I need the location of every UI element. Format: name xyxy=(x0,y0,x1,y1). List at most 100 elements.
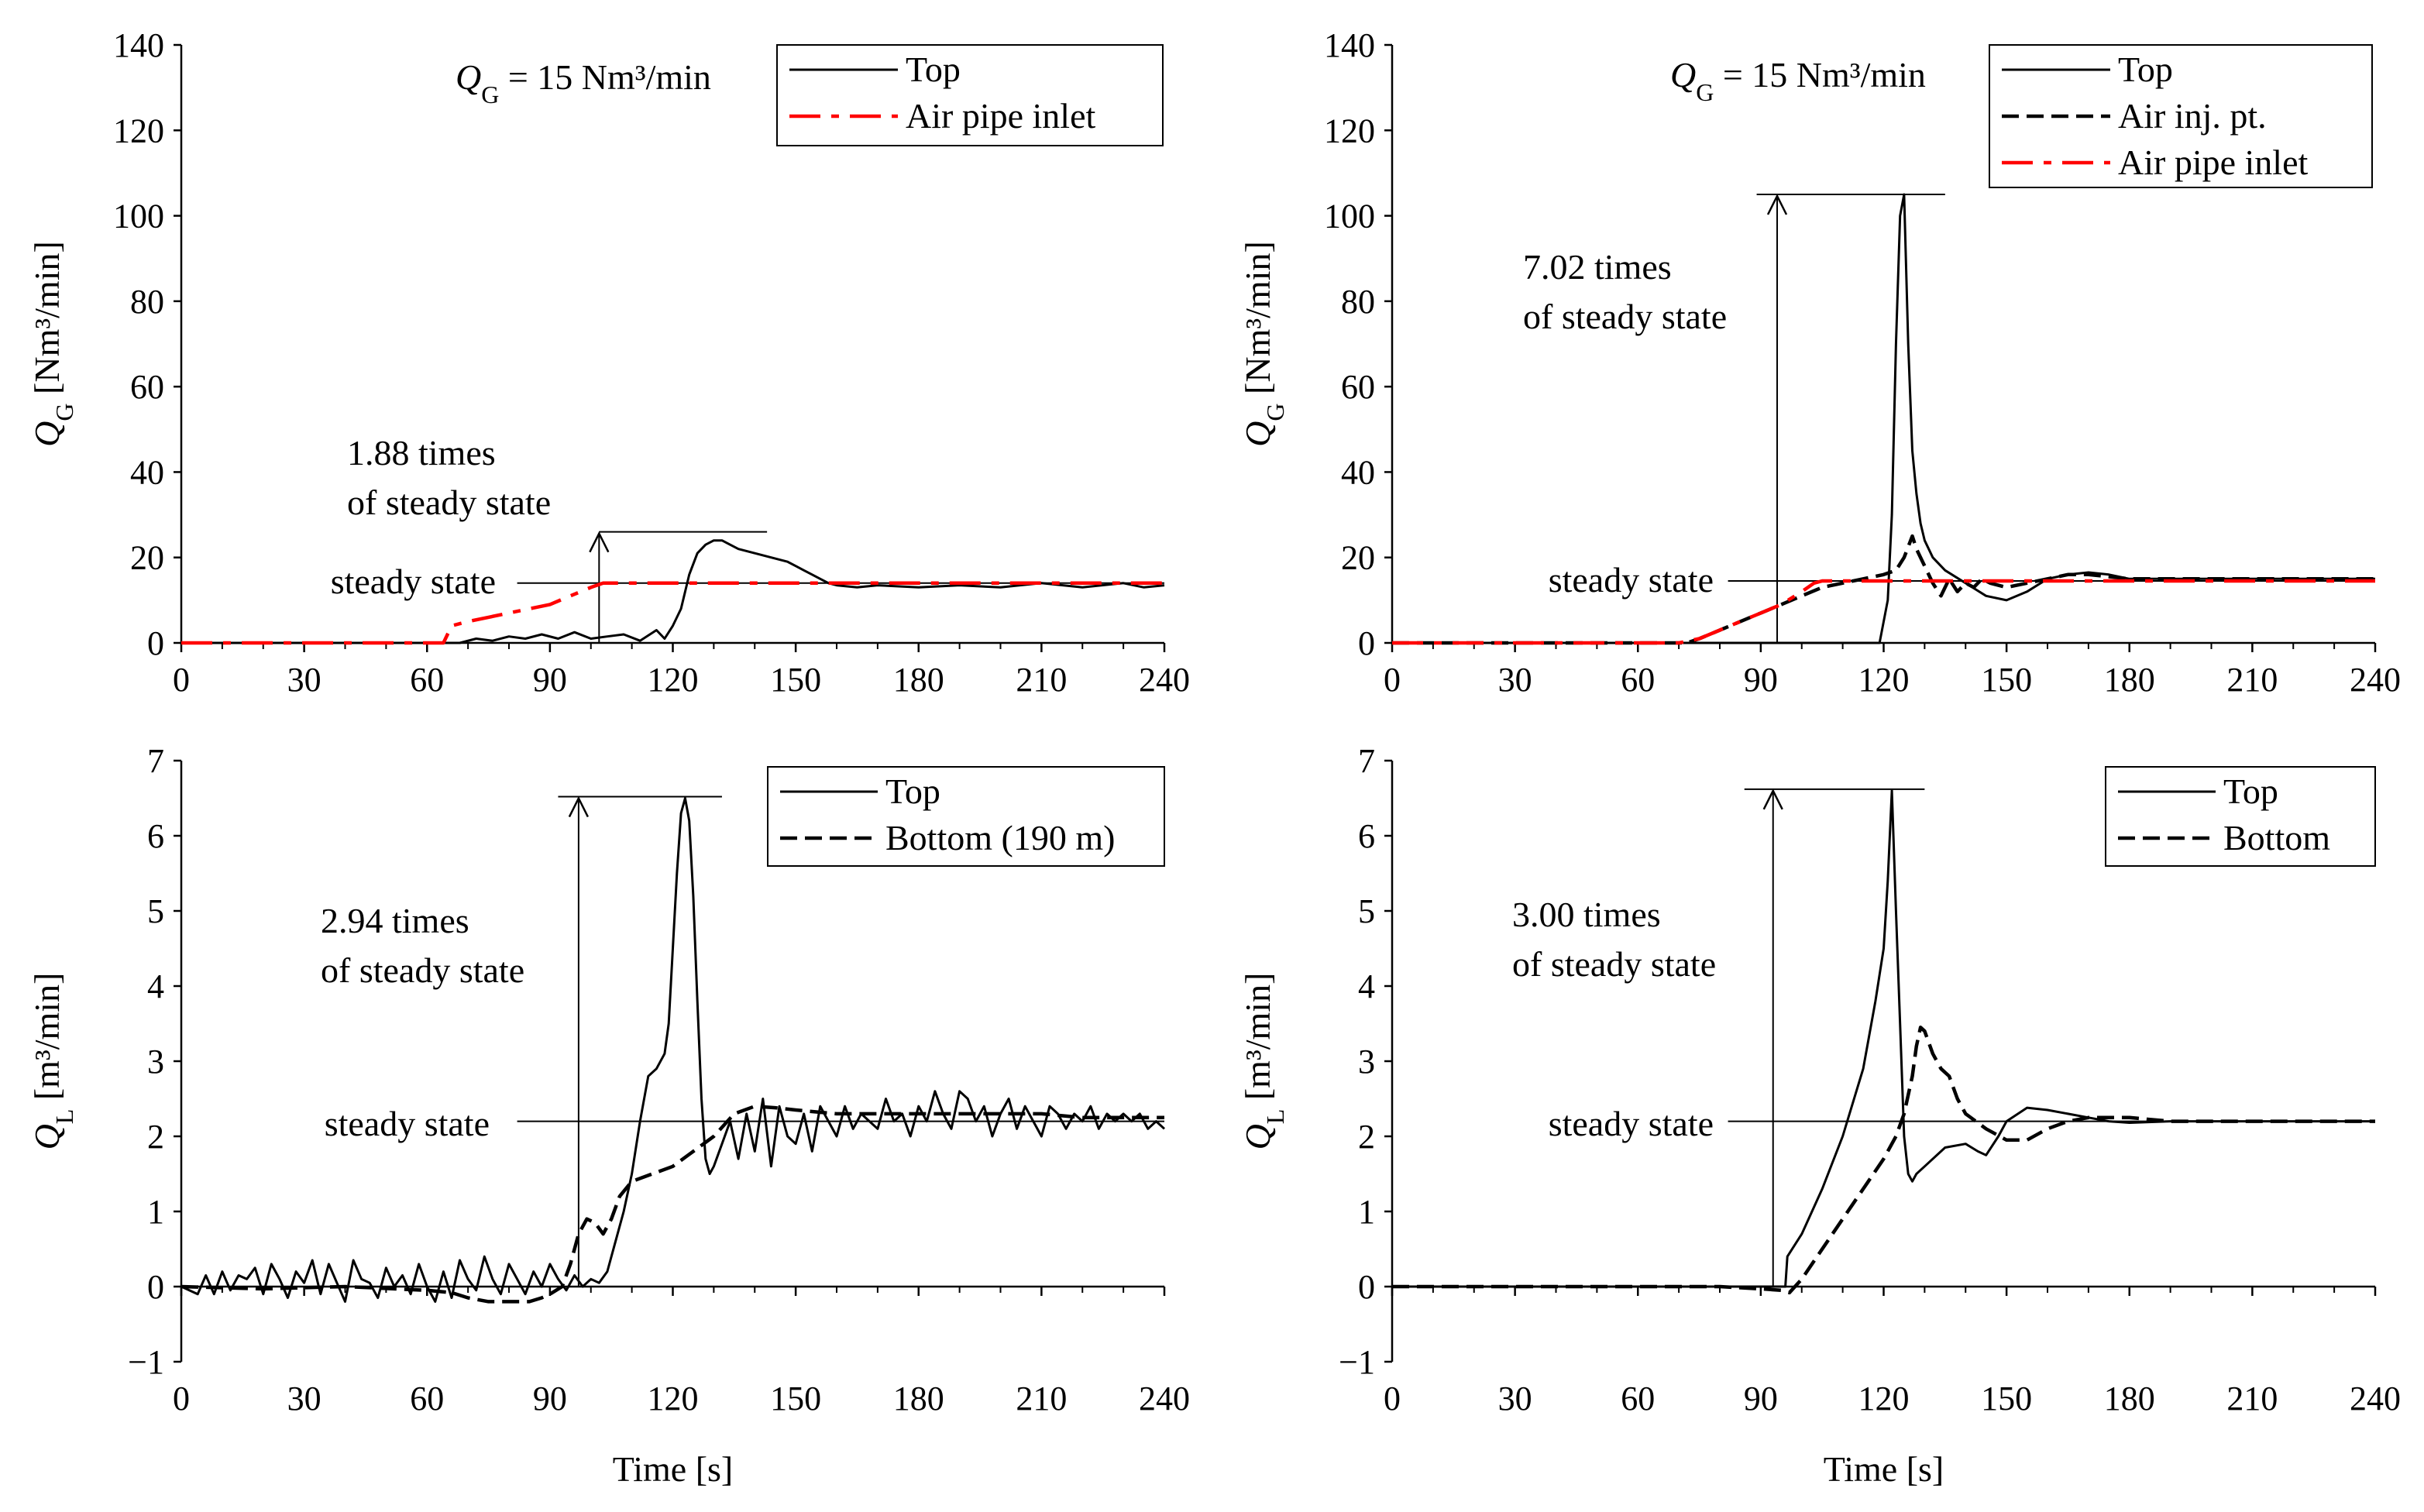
y-tick-label: 3 xyxy=(1358,1043,1375,1081)
annotation-steady-state: steady state xyxy=(1549,1104,1714,1143)
annotation-ratio: 1.88 times xyxy=(347,433,496,472)
y-tick-label: 4 xyxy=(147,967,164,1005)
series-line-top xyxy=(1392,789,2375,1288)
peak-arrow-head xyxy=(568,796,590,818)
x-tick-label: 0 xyxy=(1384,661,1401,699)
condition-subscript: G xyxy=(481,81,499,108)
y-tick-label: 140 xyxy=(1324,26,1375,64)
y-tick-label: 2 xyxy=(147,1118,164,1156)
legend-label: Top xyxy=(2223,771,2278,811)
y-tick-label: −1 xyxy=(128,1343,164,1381)
y-axis-title-subscript: G xyxy=(50,403,78,421)
y-axis-title-unit: [m³/min] xyxy=(27,973,67,1109)
y-tick-label: 100 xyxy=(113,198,164,235)
y-tick-label: 100 xyxy=(1324,198,1375,235)
annotation-ratio: 2.94 times xyxy=(321,901,469,940)
condition-label: QG = 15 Nm³/min xyxy=(1670,55,1926,106)
y-tick-label: 80 xyxy=(1341,283,1375,321)
condition-symbol: Q xyxy=(456,57,481,97)
series-line-top xyxy=(181,539,1165,644)
legend-box xyxy=(2105,766,2376,867)
series-line-bottom-190-m xyxy=(181,1104,1164,1304)
condition-value: = 15 Nm³/min xyxy=(499,57,711,97)
legend-label: Air inj. pt. xyxy=(2118,96,2267,136)
x-tick-label: 150 xyxy=(1981,1380,2032,1418)
series-line-air-pipe-inlet xyxy=(181,581,1164,645)
x-tick-label: 30 xyxy=(1498,661,1532,699)
annotation-ratio-note: of steady state xyxy=(1512,944,1716,984)
y-tick-label: 4 xyxy=(1358,967,1375,1005)
peak-arrow-head xyxy=(589,531,610,553)
condition-symbol: Q xyxy=(1670,55,1696,94)
legend-label: Top xyxy=(885,771,940,811)
y-axis-title: QL [m³/min] xyxy=(1238,973,1289,1150)
series-line-top xyxy=(181,797,1166,1303)
y-tick-label: 60 xyxy=(130,368,164,406)
y-tick-label: 5 xyxy=(1358,892,1375,930)
x-tick-label: 240 xyxy=(2350,1380,2401,1418)
y-axis-title: QL [m³/min] xyxy=(27,973,78,1150)
annotation-ratio-note: of steady state xyxy=(1523,297,1727,336)
y-tick-label: 20 xyxy=(1341,539,1375,577)
legend-box xyxy=(767,766,1165,867)
x-tick-label: 60 xyxy=(1621,661,1655,699)
x-tick-label: 0 xyxy=(173,661,190,699)
x-tick-label: 150 xyxy=(1981,661,2032,699)
y-axis-title-unit: [m³/min] xyxy=(1238,973,1277,1109)
annotation-ratio-note: of steady state xyxy=(321,950,524,990)
series-line-air-inj-pt xyxy=(1392,534,2375,645)
y-axis-title-symbol: Q xyxy=(27,1124,67,1149)
y-tick-label: 3 xyxy=(147,1043,164,1081)
y-tick-label: −1 xyxy=(1339,1343,1375,1381)
y-axis-title-subscript: G xyxy=(1261,403,1289,421)
x-tick-label: 240 xyxy=(1139,1380,1190,1418)
x-tick-label: 120 xyxy=(1858,1380,1910,1418)
annotation-ratio: 7.02 times xyxy=(1523,247,1672,287)
x-tick-label: 90 xyxy=(533,1380,567,1418)
x-tick-label: 150 xyxy=(770,661,821,699)
peak-arrow-head xyxy=(1762,789,1783,810)
y-axis-title-subscript: L xyxy=(1261,1109,1289,1125)
legend: Top Bottom xyxy=(2105,766,2376,867)
legend-box xyxy=(776,44,1164,146)
y-tick-label: 120 xyxy=(1324,112,1375,149)
y-axis-title: QG [Nm³/min] xyxy=(1238,241,1289,447)
y-tick-label: 7 xyxy=(1358,742,1375,780)
x-axis-title: Time [s] xyxy=(1824,1449,1944,1489)
x-tick-label: 60 xyxy=(410,661,444,699)
y-tick-label: 140 xyxy=(113,26,164,64)
legend-label: Top xyxy=(906,50,961,89)
x-tick-label: 90 xyxy=(533,661,567,699)
y-axis-title-subscript: L xyxy=(50,1109,78,1125)
y-tick-label: 40 xyxy=(130,453,164,491)
x-tick-label: 210 xyxy=(2226,661,2278,699)
legend-label: Air pipe inlet xyxy=(2118,143,2308,182)
condition-label: QG = 15 Nm³/min xyxy=(456,57,711,108)
y-axis-title-unit: [Nm³/min] xyxy=(27,241,67,403)
x-tick-label: 210 xyxy=(1016,661,1067,699)
annotation-steady-state: steady state xyxy=(325,1104,490,1143)
x-tick-label: 30 xyxy=(1498,1380,1532,1418)
y-axis-title-symbol: Q xyxy=(27,421,67,447)
annotation-ratio: 3.00 times xyxy=(1512,895,1661,934)
peak-arrow-head xyxy=(1766,194,1788,215)
y-axis-title-symbol: Q xyxy=(1238,1124,1277,1149)
y-tick-label: 0 xyxy=(147,1268,164,1306)
series-line-air-pipe-inlet xyxy=(1392,579,2375,645)
legend: Top Air inj. pt. Air pipe inlet xyxy=(1989,44,2373,188)
x-tick-label: 180 xyxy=(893,661,944,699)
y-tick-label: 6 xyxy=(1358,817,1375,855)
y-axis-title: QG [Nm³/min] xyxy=(27,241,78,447)
x-tick-label: 30 xyxy=(287,1380,321,1418)
x-tick-label: 60 xyxy=(410,1380,444,1418)
x-tick-label: 210 xyxy=(1016,1380,1067,1418)
y-tick-label: 1 xyxy=(147,1193,164,1231)
condition-value: = 15 Nm³/min xyxy=(1714,55,1926,94)
y-tick-label: 2 xyxy=(1358,1118,1375,1156)
condition-subscript: G xyxy=(1696,78,1714,106)
y-tick-label: 120 xyxy=(113,112,164,149)
x-tick-label: 60 xyxy=(1621,1380,1655,1418)
